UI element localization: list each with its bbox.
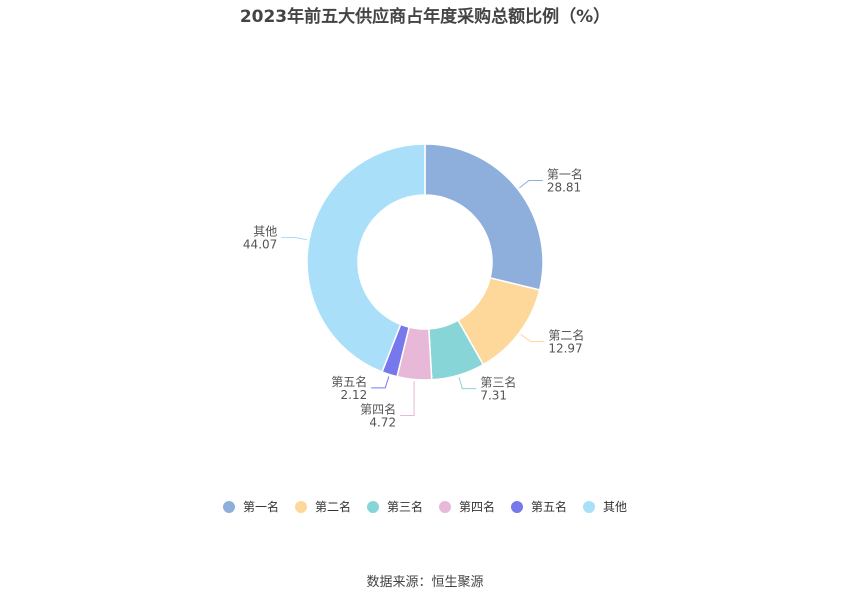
- slice-value-label: 44.07: [243, 238, 277, 252]
- chart-title: 2023年前五大供应商占年度采购总额比例（%）: [239, 7, 611, 27]
- legend-swatch: [583, 500, 596, 513]
- legend-swatch: [222, 500, 235, 513]
- legend-label: 第一名: [242, 500, 279, 514]
- legend-label: 第二名: [314, 500, 351, 514]
- donut-slice[interactable]: [424, 143, 544, 291]
- slice-name-label: 第一名: [547, 166, 583, 181]
- leader-line: [519, 179, 543, 189]
- leader-line: [400, 381, 415, 417]
- source-note: 数据来源：恒生聚源: [366, 575, 484, 590]
- legend-swatch: [439, 500, 451, 513]
- legend-label: 第三名: [386, 500, 423, 514]
- slice-name-label: 第五名: [331, 374, 367, 389]
- leader-line: [281, 237, 308, 241]
- leader-line: [520, 333, 545, 343]
- legend-swatch: [511, 500, 524, 513]
- legend-item[interactable]: 第五名: [511, 498, 567, 515]
- legend-swatch: [366, 500, 379, 513]
- legend: 第一名 第二名 第三名 第四名 第五名 其他: [0, 498, 850, 515]
- slice-name-label: 第四名: [360, 402, 396, 417]
- slice-name-label: 其他: [253, 225, 277, 239]
- legend-item[interactable]: 第四名: [439, 498, 495, 515]
- legend-item[interactable]: 第一名: [222, 498, 279, 515]
- legend-label: 其他: [603, 500, 628, 514]
- legend-item[interactable]: 第二名: [294, 498, 351, 515]
- slice-value-label: 4.72: [369, 416, 396, 430]
- legend-label: 第五名: [531, 500, 568, 514]
- leader-line: [371, 376, 390, 389]
- leader-line: [458, 376, 477, 390]
- legend-swatch: [294, 500, 307, 513]
- legend-item[interactable]: 其他: [583, 498, 627, 515]
- donut-slice[interactable]: [306, 143, 426, 373]
- legend-label: 第四名: [459, 500, 496, 514]
- slice-value-label: 28.81: [547, 180, 581, 194]
- slice-value-label: 7.31: [480, 389, 507, 403]
- slice-name-label: 第三名: [480, 375, 516, 390]
- legend-item[interactable]: 第三名: [366, 498, 423, 515]
- slice-value-label: 12.97: [548, 342, 582, 356]
- slice-value-label: 2.12: [341, 388, 368, 402]
- slice-name-label: 第二名: [548, 328, 584, 343]
